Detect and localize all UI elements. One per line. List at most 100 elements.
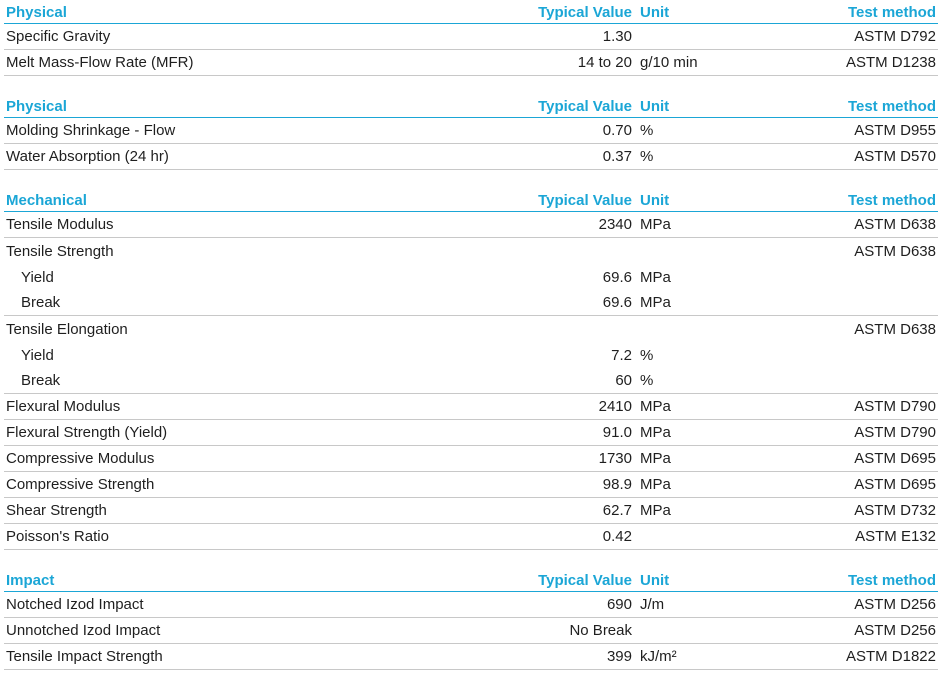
test-method: ASTM D790 xyxy=(854,424,936,441)
section-title: Impact xyxy=(6,572,55,589)
unit: MPa xyxy=(640,424,671,441)
property-name: Unnotched Izod Impact xyxy=(6,622,161,639)
property-name: Tensile Modulus xyxy=(6,216,114,233)
table-subrow: Break 69.6 MPa xyxy=(4,290,938,316)
unit: kJ/m² xyxy=(640,648,677,665)
property-name: Yield xyxy=(21,268,54,286)
table-row: Compressive Modulus 1730 MPa ASTM D695 xyxy=(4,446,938,472)
test-method: ASTM D638 xyxy=(854,216,936,233)
table-row: Compressive Strength 98.9 MPa ASTM D695 xyxy=(4,472,938,498)
property-name: Yield xyxy=(21,346,54,364)
typical-value: 60 xyxy=(615,372,632,389)
property-name: Compressive Modulus xyxy=(6,450,155,467)
typical-value: 91.0 xyxy=(602,424,632,441)
typical-value: 2410 xyxy=(598,398,632,415)
property-name: Notched Izod Impact xyxy=(6,596,144,613)
column-header-typical-value: Typical Value xyxy=(538,572,632,589)
column-header-typical-value: Typical Value xyxy=(538,98,632,115)
test-method: ASTM D1238 xyxy=(845,54,936,71)
property-name: Break xyxy=(21,372,61,389)
table-row: Tensile Modulus 2340 MPa ASTM D638 xyxy=(4,212,938,238)
test-method: ASTM D955 xyxy=(854,122,936,139)
typical-value: 0.37 xyxy=(602,148,632,165)
typical-value: 7.2 xyxy=(611,346,632,364)
property-name: Water Absorption (24 hr) xyxy=(6,148,169,165)
unit: MPa xyxy=(640,294,671,311)
section-mechanical: Mechanical Typical Value Unit Test metho… xyxy=(4,188,938,550)
table-row: Flexural Strength (Yield) 91.0 MPa ASTM … xyxy=(4,420,938,446)
table-row: Melt Mass-Flow Rate (MFR) 14 to 20 g/10 … xyxy=(4,50,938,76)
typical-value: 2340 xyxy=(598,216,632,233)
unit: % xyxy=(640,148,654,165)
table-row: Water Absorption (24 hr) 0.37 % ASTM D57… xyxy=(4,144,938,170)
property-name: Melt Mass-Flow Rate (MFR) xyxy=(6,54,194,71)
column-header-test-method: Test method xyxy=(847,192,936,209)
section-header: Impact Typical Value Unit Test method xyxy=(4,568,938,592)
section-title: Physical xyxy=(6,98,67,115)
typical-value: 1.30 xyxy=(602,28,632,45)
unit: % xyxy=(640,372,654,389)
test-method: ASTM D256 xyxy=(854,596,936,613)
test-method: ASTM D570 xyxy=(854,148,936,165)
unit: MPa xyxy=(640,398,671,415)
test-method: ASTM D695 xyxy=(854,450,936,467)
property-name: Flexural Strength (Yield) xyxy=(6,424,168,441)
test-method: ASTM D695 xyxy=(854,476,936,493)
column-header-unit: Unit xyxy=(640,4,670,21)
column-header-test-method: Test method xyxy=(847,572,936,589)
property-name: Compressive Strength xyxy=(6,476,155,493)
column-header-unit: Unit xyxy=(640,572,670,589)
test-method: ASTM D792 xyxy=(854,28,936,45)
unit: g/10 min xyxy=(640,54,698,71)
property-name: Tensile Strength xyxy=(6,242,114,260)
property-name: Shear Strength xyxy=(6,502,107,519)
test-method: ASTM E132 xyxy=(855,528,936,545)
column-header-typical-value: Typical Value xyxy=(538,192,632,209)
typical-value: 0.42 xyxy=(602,528,632,545)
section-physical-2: Physical Typical Value Unit Test method … xyxy=(4,94,938,170)
section-physical-1: Physical Typical Value Unit Test method … xyxy=(4,0,938,76)
unit: MPa xyxy=(640,216,671,233)
typical-value: 0.70 xyxy=(602,122,632,139)
table-subrow: Yield 69.6 MPa xyxy=(4,264,938,290)
table-row: Flexural Modulus 2410 MPa ASTM D790 xyxy=(4,394,938,420)
typical-value: 399 xyxy=(606,648,632,665)
unit: J/m xyxy=(640,596,665,613)
unit: MPa xyxy=(640,450,671,467)
table-row: Notched Izod Impact 690 J/m ASTM D256 xyxy=(4,592,938,618)
column-header-test-method: Test method xyxy=(847,98,936,115)
test-method: ASTM D638 xyxy=(854,320,936,338)
test-method: ASTM D790 xyxy=(854,398,936,415)
typical-value: No Break xyxy=(569,622,632,639)
section-header: Physical Typical Value Unit Test method xyxy=(4,94,938,118)
property-name: Tensile Impact Strength xyxy=(6,648,163,665)
table-row: Molding Shrinkage - Flow 0.70 % ASTM D95… xyxy=(4,118,938,144)
typical-value: 690 xyxy=(606,596,632,613)
table-row: Shear Strength 62.7 MPa ASTM D732 xyxy=(4,498,938,524)
test-method: ASTM D732 xyxy=(854,502,936,519)
table-row: Specific Gravity 1.30 ASTM D792 xyxy=(4,24,938,50)
column-header-unit: Unit xyxy=(640,98,670,115)
table-row: Tensile Impact Strength 399 kJ/m² ASTM D… xyxy=(4,644,938,670)
property-name: Specific Gravity xyxy=(6,28,111,45)
table-subrow: Break 60 % xyxy=(4,368,938,394)
typical-value: 69.6 xyxy=(602,294,632,311)
typical-value: 1730 xyxy=(598,450,632,467)
test-method: ASTM D256 xyxy=(854,622,936,639)
unit: MPa xyxy=(640,476,671,493)
unit: % xyxy=(640,122,654,139)
property-name: Break xyxy=(21,294,61,311)
table-subrow: Yield 7.2 % xyxy=(4,342,938,368)
column-header-unit: Unit xyxy=(640,192,670,209)
section-impact: Impact Typical Value Unit Test method No… xyxy=(4,568,938,670)
typical-value: 98.9 xyxy=(602,476,632,493)
unit: % xyxy=(640,346,654,364)
typical-value: 62.7 xyxy=(602,502,632,519)
test-method: ASTM D638 xyxy=(854,242,936,260)
property-name: Tensile Elongation xyxy=(6,320,128,338)
property-name: Flexural Modulus xyxy=(6,398,121,415)
section-header: Mechanical Typical Value Unit Test metho… xyxy=(4,188,938,212)
section-title: Physical xyxy=(6,4,67,21)
section-title: Mechanical xyxy=(6,192,87,209)
